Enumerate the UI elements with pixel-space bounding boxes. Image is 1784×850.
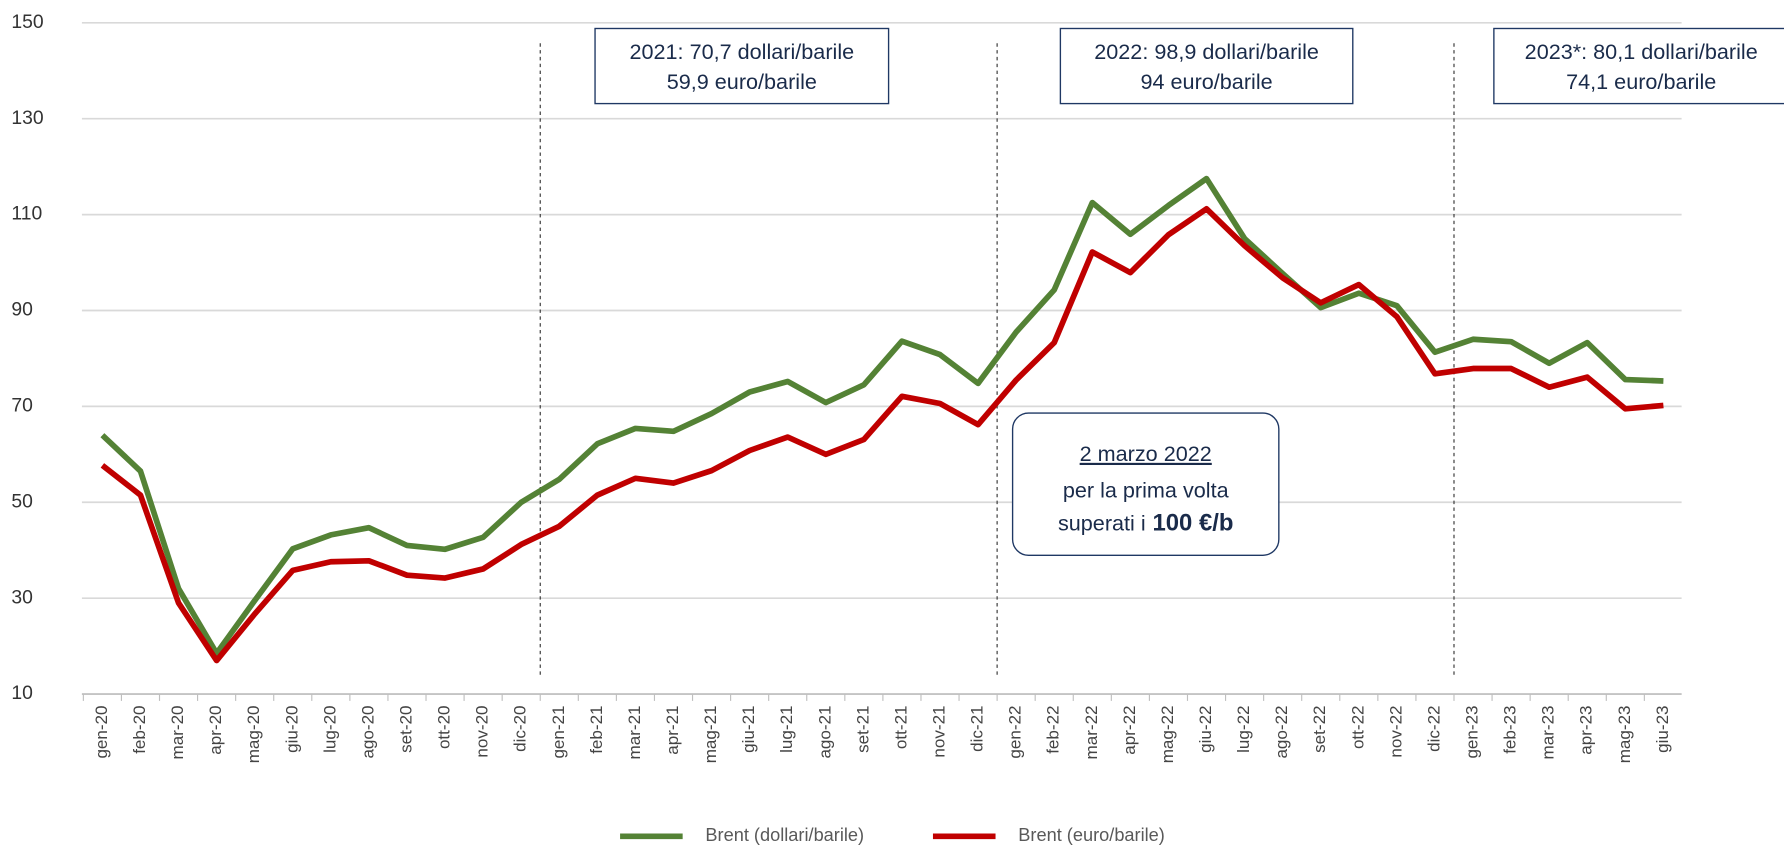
x-tick-label: mag-23 — [1615, 705, 1634, 763]
annotation-text: 59,9 euro/barile — [667, 69, 817, 94]
x-tick-label: giu-20 — [282, 705, 301, 752]
x-tick-label: feb-20 — [130, 705, 149, 753]
x-tick-label: apr-23 — [1577, 705, 1596, 754]
x-tick-label: set-21 — [853, 705, 872, 752]
legend-label: Brent (dollari/barile) — [705, 825, 864, 845]
callout-box — [1011, 412, 1280, 556]
y-tick-label: 70 — [11, 394, 32, 416]
annotation-box — [1493, 27, 1784, 105]
x-tick-label: dic-22 — [1424, 705, 1443, 751]
x-tick-label: ago-21 — [815, 705, 834, 758]
x-tick-label: lug-21 — [777, 705, 796, 752]
x-tick-label: nov-20 — [473, 705, 492, 757]
callout-date: 2 marzo 2022 — [1080, 441, 1212, 466]
annotation-text: 74,1 euro/barile — [1566, 69, 1716, 94]
x-tick-label: apr-20 — [206, 705, 225, 754]
y-tick-label: 50 — [11, 490, 32, 512]
series-line — [100, 205, 1664, 664]
annotation-box — [1059, 27, 1354, 105]
x-tick-label: nov-22 — [1386, 705, 1405, 757]
x-tick-label: mar-22 — [1082, 705, 1101, 759]
x-tick-label: mag-21 — [701, 705, 720, 763]
legend-label: Brent (euro/barile) — [1018, 825, 1165, 845]
x-tick-label: gen-23 — [1463, 705, 1482, 758]
x-tick-label: gen-22 — [1006, 705, 1025, 758]
annotation-text: 2021: 70,7 dollari/barile — [629, 39, 854, 64]
x-tick-label: lug-20 — [320, 705, 339, 752]
x-tick-label: mar-20 — [168, 705, 187, 759]
x-tick-label: giu-23 — [1653, 705, 1672, 752]
x-tick-label: set-22 — [1310, 705, 1329, 752]
y-tick-label: 10 — [11, 682, 32, 704]
x-tick-label: gen-21 — [549, 705, 568, 758]
y-tick-label: 110 — [11, 203, 42, 225]
x-tick-label: feb-21 — [587, 705, 606, 753]
callout-text: superati i 100 €/b — [1058, 510, 1233, 537]
x-tick-label: feb-22 — [1044, 705, 1063, 753]
annotation-text: 2022: 98,9 dollari/barile — [1094, 39, 1319, 64]
annotation-box — [594, 27, 890, 105]
annotation-text: 2023*: 80,1 dollari/barile — [1525, 39, 1758, 64]
y-tick-label: 150 — [11, 11, 43, 33]
y-tick-label: 130 — [11, 107, 43, 129]
x-tick-label: mag-22 — [1158, 705, 1177, 763]
x-tick-label: giu-21 — [739, 705, 758, 752]
x-tick-label: mag-20 — [244, 705, 263, 763]
x-tick-label: apr-21 — [663, 705, 682, 754]
x-tick-label: dic-21 — [968, 705, 987, 751]
x-tick-label: mar-21 — [625, 705, 644, 759]
x-tick-label: apr-22 — [1120, 705, 1139, 754]
x-tick-label: ott-20 — [435, 705, 454, 749]
x-tick-label: feb-23 — [1501, 705, 1520, 753]
x-tick-label: ott-22 — [1348, 705, 1367, 749]
x-tick-label: gen-20 — [92, 705, 111, 758]
callout-highlight: 100 €/b — [1152, 510, 1233, 537]
x-tick-label: lug-22 — [1234, 705, 1253, 752]
x-tick-label: ago-22 — [1272, 705, 1291, 758]
x-tick-label: ago-20 — [358, 705, 377, 758]
x-tick-label: ott-21 — [891, 705, 910, 749]
x-tick-label: mar-23 — [1539, 705, 1558, 759]
x-tick-label: nov-21 — [930, 705, 949, 757]
x-tick-label: set-20 — [396, 705, 415, 752]
x-tick-label: dic-20 — [511, 705, 530, 751]
y-tick-label: 30 — [11, 586, 32, 608]
callout-lead: superati i — [1058, 510, 1146, 535]
annotation-text: 94 euro/barile — [1141, 69, 1273, 94]
callout-text: per la prima volta — [1063, 477, 1230, 502]
y-tick-label: 90 — [11, 299, 32, 321]
x-tick-label: giu-22 — [1196, 705, 1215, 752]
series-line — [100, 175, 1664, 657]
